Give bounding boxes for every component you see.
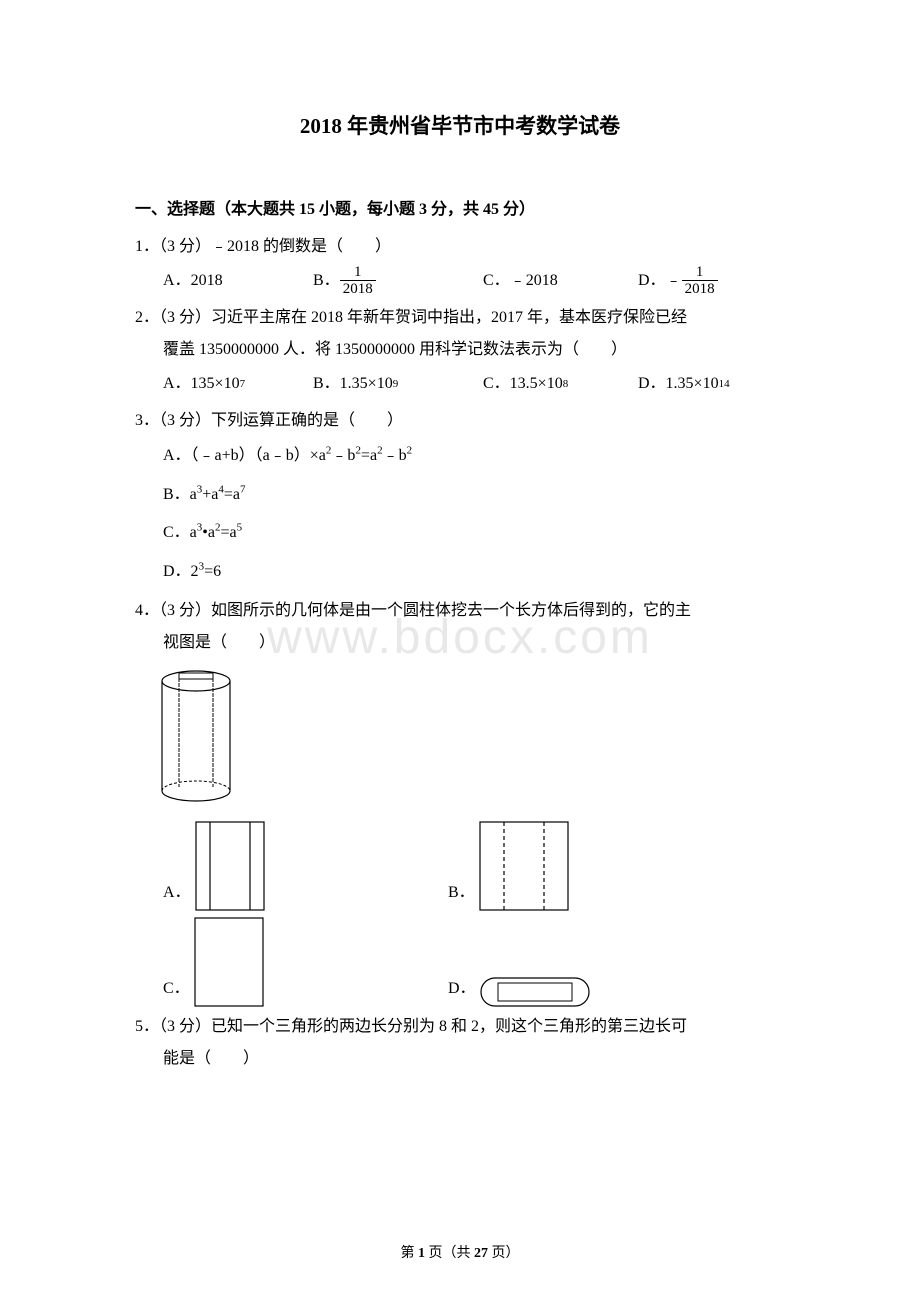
q2-option-d: D．1.35×1014 (638, 366, 730, 401)
footer-pre: 第 (401, 1246, 419, 1261)
q1-text: 1．（3 分）﹣2018 的倒数是（ ） (135, 231, 785, 263)
opt-label: D． (448, 973, 476, 1007)
q2-options: A．135×107 B．1.35×109 C．13.5×108 D．1.35×1… (163, 366, 785, 401)
opt-text: C．13.5×10 (483, 366, 563, 401)
footer-page: 1 (418, 1246, 425, 1261)
q4-line2: 视图是（ ） (163, 627, 785, 659)
q1-option-a: A． 2018 (163, 263, 313, 298)
q3-options: A．（﹣a+b）（a﹣b）×a2﹣b2=a2﹣b2 B．a3+a4=a7 C．a… (163, 437, 785, 591)
sup: 14 (719, 372, 730, 396)
fraction: 1 2018 (682, 264, 718, 298)
q5-line1: 5．（3 分）已知一个三角形的两边长分别为 8 和 2，则这个三角形的第三边长可 (135, 1011, 785, 1043)
opt-label: C． (163, 973, 190, 1007)
q1-option-c: C． ﹣2018 (483, 263, 638, 298)
cylinder-figure (157, 665, 235, 803)
opt-label: A． (163, 877, 191, 911)
t: A．（﹣a+b）（a﹣b）×a (163, 447, 326, 464)
exam-title: 2018 年贵州省毕节市中考数学试卷 (135, 110, 785, 140)
q3-text: 3．（3 分）下列运算正确的是（ ） (135, 405, 785, 437)
opt-label: C． (483, 263, 510, 298)
question-1: 1．（3 分）﹣2018 的倒数是（ ） A． 2018 B． 1 2018 C… (135, 231, 785, 298)
opt-label: A． (163, 263, 191, 298)
s: 7 (240, 483, 246, 495)
q1-option-d: D． ﹣ 1 2018 (638, 263, 718, 298)
q2-option-a: A．135×107 (163, 366, 313, 401)
page-content: 2018 年贵州省毕节市中考数学试卷 一、选择题（本大题共 15 小题，每小题 … (135, 110, 785, 1075)
q1-options: A． 2018 B． 1 2018 C． ﹣2018 D． ﹣ 1 2018 (163, 263, 785, 298)
sup: 9 (393, 372, 399, 396)
option-b-figure (479, 821, 569, 911)
q4-main-figure (157, 665, 785, 815)
opt-label: B． (448, 877, 475, 911)
question-3: 3．（3 分）下列运算正确的是（ ） A．（﹣a+b）（a﹣b）×a2﹣b2=a… (135, 405, 785, 591)
numerator: 1 (682, 264, 718, 282)
opt-value: 2018 (191, 263, 223, 298)
option-a-figure (195, 821, 265, 911)
q4-line1: 4．（3 分）如图所示的几何体是由一个圆柱体挖去一个长方体后得到的，它的主 (135, 595, 785, 627)
opt-text: A．135×10 (163, 366, 240, 401)
t: =a (361, 447, 377, 464)
q4-option-a: A． (163, 821, 448, 911)
denominator: 2018 (682, 281, 718, 298)
footer-total: 27 (474, 1246, 488, 1261)
opt-label: D． (638, 263, 666, 298)
q2-line2: 覆盖 1350000000 人．将 1350000000 用科学记数法表示为（ … (163, 334, 785, 366)
q1-option-b: B． 1 2018 (313, 263, 483, 298)
t: B．a (163, 486, 197, 503)
t: C．a (163, 524, 197, 541)
q3-option-b: B．a3+a4=a7 (163, 476, 785, 514)
q2-option-c: C．13.5×108 (483, 366, 638, 401)
t: D．2 (163, 563, 199, 580)
question-2: 2．（3 分）习近平主席在 2018 年新年贺词中指出，2017 年，基本医疗保… (135, 302, 785, 401)
sup: 8 (563, 372, 569, 396)
q4-option-d: D． (448, 973, 590, 1007)
fraction: 1 2018 (340, 264, 376, 298)
t: =a (220, 524, 236, 541)
option-c-figure (194, 917, 264, 1007)
footer-mid: 页（共 (425, 1246, 474, 1261)
footer-post: 页） (488, 1246, 520, 1261)
opt-label: B． (313, 263, 340, 298)
s: 5 (237, 522, 243, 534)
opt-value: ﹣2018 (510, 263, 558, 298)
t: •a (202, 524, 215, 541)
option-d-figure (480, 977, 590, 1007)
t: =a (224, 486, 240, 503)
q4-option-c: C． (163, 917, 448, 1007)
question-4: 4．（3 分）如图所示的几何体是由一个圆柱体挖去一个长方体后得到的，它的主 视图… (135, 595, 785, 1007)
denominator: 2018 (340, 281, 376, 298)
q2-line1: 2．（3 分）习近平主席在 2018 年新年贺词中指出，2017 年，基本医疗保… (135, 302, 785, 334)
section-header: 一、选择题（本大题共 15 小题，每小题 3 分，共 45 分） (135, 195, 785, 219)
t: ﹣b (383, 447, 407, 464)
q3-option-d: D．23=6 (163, 553, 785, 591)
opt-text: D．1.35×10 (638, 366, 719, 401)
page-footer: 第 1 页（共 27 页） (0, 1242, 920, 1262)
sup: 7 (240, 372, 246, 396)
q3-option-a: A．（﹣a+b）（a﹣b）×a2﹣b2=a2﹣b2 (163, 437, 785, 475)
numerator: 1 (340, 264, 376, 282)
q3-option-c: C．a3•a2=a5 (163, 514, 785, 552)
s: 2 (407, 445, 413, 457)
q4-row-ab: A． B． (163, 821, 785, 911)
t: +a (202, 486, 218, 503)
q4-option-b: B． (448, 821, 569, 911)
opt-text: B．1.35×10 (313, 366, 393, 401)
q5-line2: 能是（ ） (163, 1043, 785, 1075)
q4-row-cd: C． D． (163, 917, 785, 1007)
q2-option-b: B．1.35×109 (313, 366, 483, 401)
neg-sign: ﹣ (666, 263, 682, 298)
t: =6 (204, 563, 221, 580)
t: ﹣b (331, 447, 355, 464)
question-5: 5．（3 分）已知一个三角形的两边长分别为 8 和 2，则这个三角形的第三边长可… (135, 1011, 785, 1075)
